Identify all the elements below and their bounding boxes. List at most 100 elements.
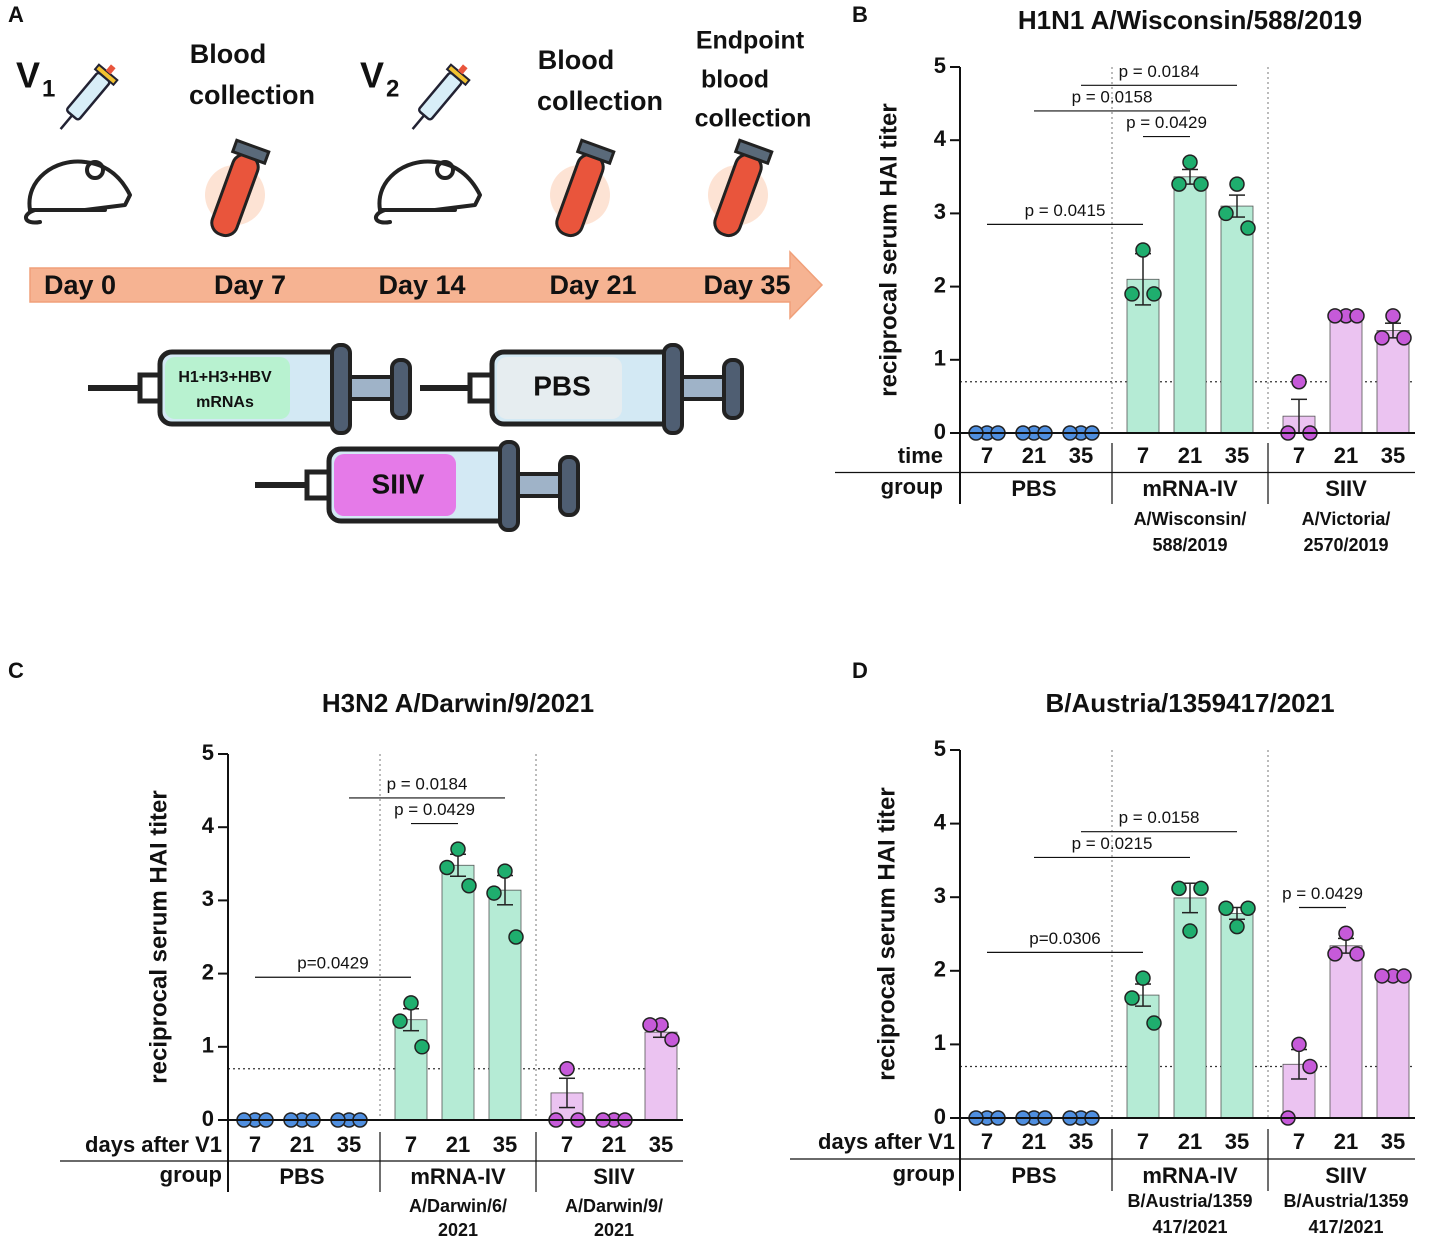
group-subtitle: 417/2021 (1308, 1217, 1383, 1237)
y-tick-label: 0 (202, 1106, 214, 1131)
p-value-label: p = 0.0429 (1126, 113, 1207, 132)
x-tick-label: 7 (405, 1132, 417, 1157)
group-subtitle: A/Wisconsin/ (1134, 509, 1247, 529)
data-point (1302, 1058, 1318, 1075)
syringe-label: H1+H3+HBV (178, 369, 272, 386)
y-tick-label: 1 (934, 1030, 946, 1055)
syringe-label: PBS (533, 370, 591, 401)
bar (1376, 975, 1410, 1119)
x-tick-label: 21 (1334, 1129, 1358, 1154)
data-point (508, 929, 524, 945)
x-tick-label: 21 (290, 1132, 314, 1157)
p-value-label: p = 0.0184 (1119, 62, 1200, 81)
y-tick-label: 4 (202, 813, 215, 838)
data-point (1396, 968, 1412, 984)
x-tick-label: 7 (1137, 1129, 1149, 1154)
collection-label: Blood (190, 39, 266, 69)
data-point (450, 841, 466, 857)
chart-title: H3N2 A/Darwin/9/2021 (322, 688, 594, 718)
collection-label: Blood (538, 45, 614, 75)
group-label: SIIV (1325, 476, 1367, 501)
x-tick-label: 21 (602, 1132, 626, 1157)
x-tick-label: 35 (493, 1132, 517, 1157)
data-point (1218, 205, 1234, 222)
row-label: group (893, 1161, 955, 1186)
bar (1329, 945, 1363, 1119)
syringe-label: mRNAs (196, 394, 254, 411)
syringe-icon (59, 63, 119, 130)
group-label: PBS (1011, 1163, 1056, 1188)
data-point (1349, 308, 1365, 324)
p-value-label: p=0.0429 (297, 954, 368, 973)
x-tick-label: 7 (1137, 443, 1149, 468)
collection-label: Endpoint (696, 27, 805, 55)
group-label: mRNA-IV (1142, 476, 1238, 501)
x-tick-label: 7 (561, 1132, 573, 1157)
group-label: SIIV (1325, 1163, 1367, 1188)
data-point (1182, 923, 1198, 939)
group-subtitle: B/Austria/1359 (1283, 1191, 1408, 1211)
y-tick-label: 2 (934, 272, 946, 297)
bar (1376, 330, 1410, 434)
data-point (486, 885, 502, 901)
group-subtitle: 2570/2019 (1303, 535, 1388, 555)
data-point (439, 859, 455, 876)
p-value-label: p = 0.0158 (1072, 87, 1153, 106)
y-axis-label: reciprocal serum HAI titer (873, 787, 900, 1080)
data-point (1229, 918, 1245, 935)
p-value-label: p = 0.0429 (1282, 884, 1363, 903)
p-value-label: p = 0.0158 (1119, 808, 1200, 827)
p-value-label: p = 0.0184 (387, 774, 468, 793)
p-value-label: p = 0.0415 (1025, 201, 1106, 220)
y-tick-label: 1 (202, 1033, 214, 1058)
syringe (88, 343, 412, 435)
data-point (1327, 946, 1343, 962)
data-point (461, 878, 477, 894)
panel-letter: B (852, 2, 868, 27)
timeline-arrow (29, 250, 824, 320)
mouse-icon (24, 159, 132, 225)
collection-label: collection (695, 105, 812, 133)
x-tick-label: 35 (1069, 443, 1093, 468)
data-point (1374, 968, 1390, 984)
x-tick-label: 35 (337, 1132, 361, 1157)
x-tick-label: 35 (1381, 1129, 1405, 1154)
data-point (403, 995, 419, 1011)
group-subtitle: 2021 (594, 1220, 634, 1240)
data-point (1291, 374, 1307, 390)
syringe (255, 440, 580, 532)
y-tick-label: 2 (934, 957, 946, 982)
data-point (1374, 330, 1390, 346)
data-point (1338, 925, 1354, 942)
x-tick-label: 35 (1381, 443, 1405, 468)
data-point (1124, 990, 1140, 1006)
tube-icon (550, 138, 616, 238)
p-value-label: p = 0.0429 (394, 800, 475, 819)
data-point (642, 1017, 658, 1033)
y-tick-label: 3 (934, 199, 946, 224)
data-point (1291, 1036, 1307, 1053)
y-tick-label: 3 (202, 886, 214, 911)
tube-icon (708, 138, 774, 238)
data-point (1193, 176, 1209, 192)
data-point (392, 1013, 408, 1029)
data-point (1124, 286, 1140, 302)
row-label: time (898, 443, 943, 468)
bar (1173, 176, 1207, 434)
group-label: mRNA-IV (410, 1164, 506, 1189)
row-label: group (881, 474, 943, 499)
collection-label: collection (189, 80, 315, 110)
data-point (559, 1061, 575, 1077)
y-axis-label: reciprocal serum HAI titer (875, 103, 902, 396)
data-point (1240, 220, 1256, 236)
p-value-label: p = 0.0215 (1072, 834, 1153, 853)
x-tick-label: 7 (1293, 1129, 1305, 1154)
data-point (1135, 242, 1151, 258)
syringe (420, 343, 744, 435)
chart-title: H1N1 A/Wisconsin/588/2019 (1018, 5, 1362, 35)
mouse-icon (374, 159, 482, 225)
data-point (664, 1031, 680, 1048)
bar (441, 864, 475, 1121)
y-tick-label: 4 (934, 809, 947, 834)
